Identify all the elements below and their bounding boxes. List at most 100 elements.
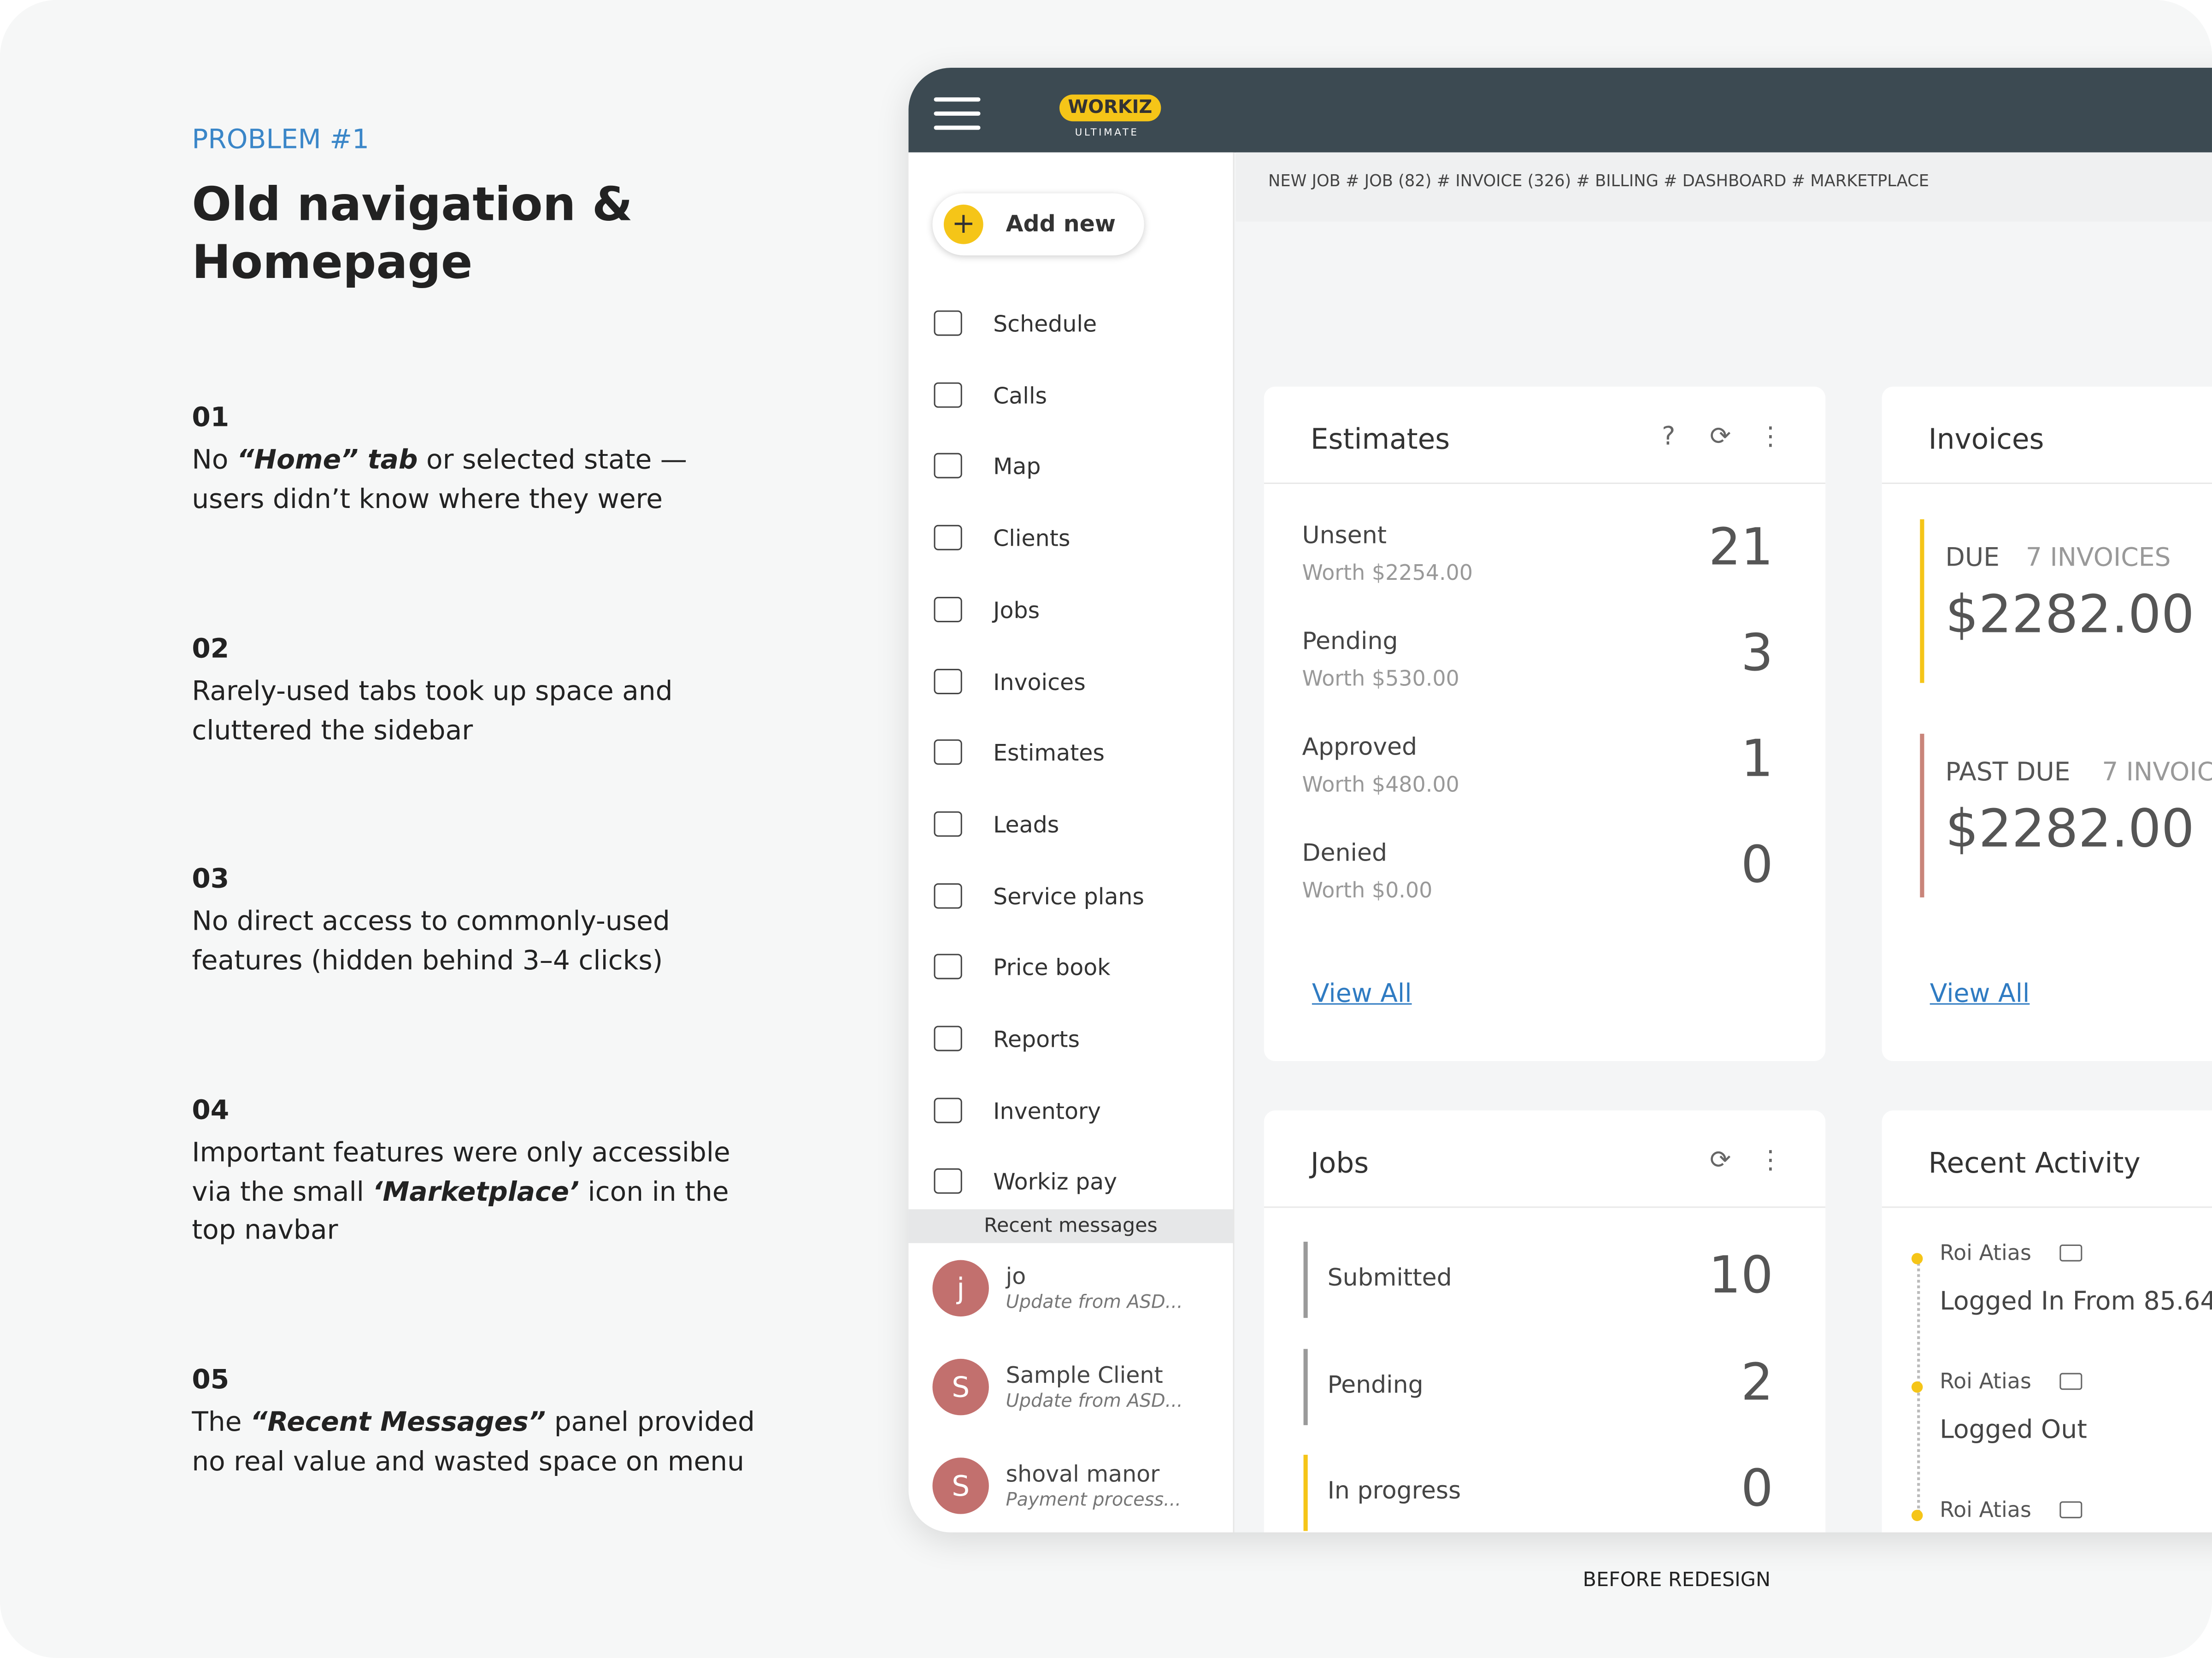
menu-toggle-line <box>934 111 981 115</box>
card-title: Estimates <box>1310 422 1450 456</box>
menu-label: Workiz pay <box>993 1168 1118 1196</box>
card-divider <box>1264 482 1826 484</box>
menu-label: Map <box>993 453 1041 481</box>
menu-icon <box>934 739 962 765</box>
breadcrumb[interactable]: NEW JOB # JOB (82) # INVOICE (326) # BIL… <box>1268 171 1929 191</box>
timeline-dot <box>1911 1381 1923 1393</box>
recent-activity-card: Recent Activity Roi Atias Logged In From 8… <box>1882 1110 2212 1533</box>
menu-icon <box>934 883 962 909</box>
menu-label: Calls <box>993 382 1047 409</box>
menu-item[interactable]: Calls <box>908 366 1233 423</box>
logo-sub: ULTIMATE <box>1075 127 1139 138</box>
status-bar <box>1303 1455 1307 1531</box>
avatar: S <box>932 1358 989 1416</box>
point-number: 04 <box>192 1095 229 1126</box>
menu-icon <box>934 453 962 479</box>
text-segment: No direct access to commonly-used featur… <box>192 906 670 976</box>
card-divider <box>1882 482 2212 484</box>
menu-icon <box>934 1026 962 1051</box>
timeline-dot <box>1911 1510 1923 1521</box>
menu-item[interactable]: Inventory <box>908 1082 1233 1138</box>
menu-item[interactable]: Estimates <box>908 724 1233 780</box>
invoice-label: PAST DUE <box>1945 757 2071 788</box>
text-segment: or selected state — users didn’t know wh… <box>192 444 687 514</box>
menu-item[interactable]: Workiz pay <box>908 1153 1233 1210</box>
invoice-amount: $2282.00 <box>1945 798 2194 860</box>
menu-label: Schedule <box>993 310 1097 337</box>
menu-icon <box>934 596 962 622</box>
point-text: No “Home” tab or selected state — users … <box>192 442 756 519</box>
status-bar <box>1920 519 1924 683</box>
card-icon[interactable]: ⋮ <box>1758 1145 1783 1175</box>
menu-label: Reports <box>993 1026 1080 1053</box>
menu-item[interactable]: Jobs <box>908 581 1233 637</box>
app-frame: WORKIZ ULTIMATE + Add new Schedule Calls Map Cl… <box>908 67 2212 1533</box>
menu-item[interactable]: Leads <box>908 796 1233 852</box>
menu-label: Clients <box>993 525 1071 552</box>
message-name: Sample Client <box>1006 1362 1163 1389</box>
menu-item[interactable]: Clients <box>908 509 1233 566</box>
view-all-link[interactable]: View All <box>1312 979 1412 1009</box>
add-new-button[interactable]: + Add new <box>932 193 1144 256</box>
invoice-count: 7 INVOICES <box>2102 757 2212 788</box>
menu-label: Inventory <box>993 1097 1101 1124</box>
recent-messages-title: Recent messages <box>908 1209 1233 1243</box>
card-icon[interactable]: ⋮ <box>1758 422 1783 452</box>
message-name: shoval manor <box>1006 1460 1160 1487</box>
caption: BEFORE REDESIGN <box>1583 1569 1771 1592</box>
estimate-label: Denied <box>1302 839 1388 868</box>
status-bar <box>1303 1348 1307 1425</box>
card-icon[interactable]: ? <box>1662 422 1676 452</box>
avatar: j <box>932 1260 989 1317</box>
menu-icon <box>934 811 962 837</box>
message[interactable]: S Sample Client Update from ASD... <box>908 1357 1233 1442</box>
menu-item[interactable]: Price book <box>908 939 1233 995</box>
status-bar <box>1920 733 1924 897</box>
invoice-label: DUE <box>1945 543 2000 573</box>
message[interactable]: j jo Update from ASD... <box>908 1259 1233 1344</box>
device-icon <box>2059 1501 2083 1518</box>
view-all-link[interactable]: View All <box>1930 979 2030 1009</box>
card-title: Jobs <box>1310 1145 1369 1180</box>
card-icon[interactable]: ⟳ <box>1710 422 1731 452</box>
estimate-worth: Worth $2254.00 <box>1302 560 1473 586</box>
menu-item[interactable]: Reports <box>908 1010 1233 1067</box>
invoice-count: 7 INVOICES <box>2025 543 2171 573</box>
top-bar: WORKIZ ULTIMATE <box>908 67 2212 153</box>
add-label: Add new <box>1006 210 1116 237</box>
card-icon[interactable]: ⟳ <box>1710 1145 1731 1175</box>
job-count: 2 <box>1741 1354 1773 1412</box>
message-preview: Update from ASD... <box>1006 1292 1183 1314</box>
menu-item[interactable]: Invoices <box>908 653 1233 709</box>
emphasis: ‘Marketplace’ <box>372 1176 580 1207</box>
menu-icon <box>934 525 962 551</box>
menu-item[interactable]: Schedule <box>908 295 1233 351</box>
problem-label: PROBLEM #1 <box>192 124 370 155</box>
menu-icon <box>934 1097 962 1123</box>
message-preview: Update from ASD... <box>1006 1391 1183 1413</box>
menu-toggle-line[interactable] <box>934 97 981 101</box>
point-number: 03 <box>192 863 229 895</box>
menu-item[interactable]: Service plans <box>908 867 1233 923</box>
estimate-count: 21 <box>1708 519 1773 578</box>
menu-icon <box>934 668 962 694</box>
sidebar: + Add new Schedule Calls Map Clients Jobs Invoi… <box>908 152 1235 1533</box>
menu-icon <box>934 382 962 407</box>
point-text: The “Recent Messages” panel provided no … <box>192 1404 756 1481</box>
point-text: Important features were only accessible … <box>192 1134 756 1251</box>
problem-title: Old navigation & Homepage <box>192 176 633 289</box>
point-number: 02 <box>192 633 229 665</box>
point-number: 01 <box>192 402 229 433</box>
breadcrumb-bar: NEW JOB # JOB (82) # INVOICE (326) # BIL… <box>1235 152 2212 222</box>
text-segment: Rarely-used tabs took up space and clutt… <box>192 676 673 746</box>
estimate-count: 3 <box>1741 625 1773 683</box>
point-text: Rarely-used tabs took up space and clutt… <box>192 673 756 750</box>
text-segment: icon in the top navbar <box>192 1176 729 1246</box>
menu-item[interactable]: Map <box>908 438 1233 494</box>
text-segment: Important features were only accessible … <box>192 1137 730 1207</box>
activity-text: Logged In From 85.64.100.1 <box>1940 1286 2212 1317</box>
estimate-worth: Worth $480.00 <box>1302 772 1459 797</box>
estimate-label: Approved <box>1302 733 1418 762</box>
